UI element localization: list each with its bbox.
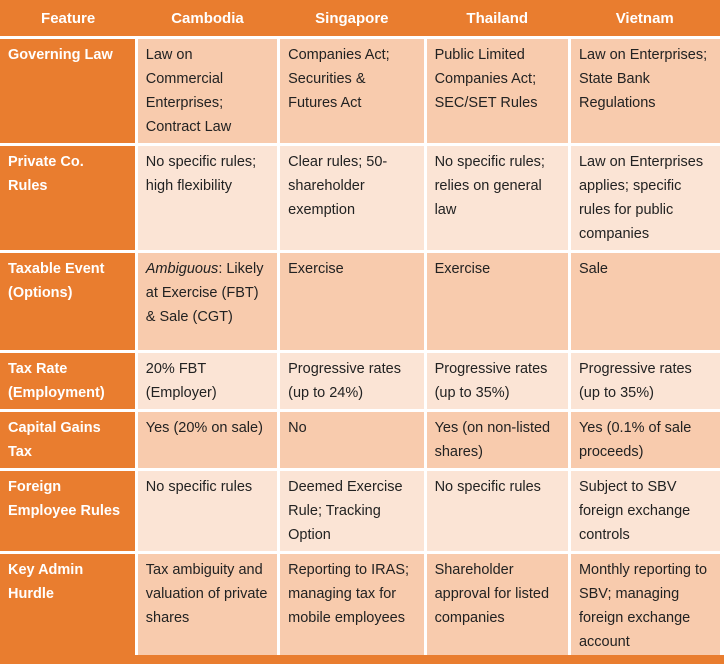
cell-text: : Likely at Exercise (FBT) & Sale (CGT) (145, 261, 264, 325)
table-cell: Exercise (423, 250, 570, 352)
column-header-cambodia: Cambodia (136, 0, 279, 39)
table-cell: Progressive rates (up to 35%) (567, 350, 720, 411)
table-cell: Law on Enterprises applies; specific rul… (567, 143, 720, 252)
column-header-thailand: Thailand (425, 0, 570, 39)
table-cell: Progressive rates (up to 24%) (277, 350, 426, 411)
table-cell: Sale (567, 250, 720, 352)
row-header-governing-law: Governing Law (0, 36, 137, 145)
italic-text: Ambiguous (145, 261, 219, 277)
table-cell: Tax ambiguity and valuation of private s… (134, 551, 279, 661)
table-row-key-admin-hurdle: Key Admin Hurdle Tax ambiguity and valua… (0, 551, 720, 661)
table-cell: Exercise (277, 250, 426, 352)
table-bottom-border (0, 655, 724, 664)
table-cell: Public Limited Companies Act; SEC/SET Ru… (423, 36, 570, 145)
table-cell: Yes (0.1% of sale proceeds) (567, 409, 720, 470)
table-cell: Progressive rates (up to 35%) (423, 350, 570, 411)
table-cell: 20% FBT (Employer) (134, 350, 279, 411)
table-cell: Companies Act; Securities & Futures Act (277, 36, 426, 145)
row-header-key-admin-hurdle: Key Admin Hurdle (0, 551, 137, 661)
table-row-private-co-rules: Private Co. Rules No specific rules; hig… (0, 143, 720, 252)
table-cell: Subject to SBV foreign exchange controls (567, 468, 720, 553)
column-header-singapore: Singapore (278, 0, 426, 39)
table-cell: Clear rules; 50-shareholder exemption (277, 143, 426, 252)
header-row: Feature Cambodia Singapore Thailand Viet… (0, 0, 720, 39)
table-cell: No (277, 409, 426, 470)
table-cell: Shareholder approval for listed companie… (423, 551, 570, 661)
table-cell: Law on Enterprises; State Bank Regulatio… (567, 36, 720, 145)
table-cell: No specific rules; relies on general law (423, 143, 570, 252)
table-cell: No specific rules (134, 468, 279, 553)
table-cell: No specific rules; high flexibility (134, 143, 279, 252)
table-cell: Deemed Exercise Rule; Tracking Option (277, 468, 426, 553)
table-cell: Yes (20% on sale) (134, 409, 279, 470)
row-header-foreign-employee-rules: Foreign Employee Rules (0, 468, 137, 553)
column-header-feature: Feature (0, 0, 137, 39)
table-row-governing-law: Governing Law Law on Commercial Enterpri… (0, 36, 720, 145)
table-row-tax-rate: Tax Rate (Employment) 20% FBT (Employer)… (0, 350, 720, 411)
table-cell: Monthly reporting to SBV; managing forei… (567, 551, 720, 661)
column-header-vietnam: Vietnam (569, 0, 720, 39)
table-cell: Reporting to IRAS; managing tax for mobi… (277, 551, 426, 661)
table-row-capital-gains-tax: Capital Gains Tax Yes (20% on sale) No Y… (0, 409, 720, 470)
row-header-private-co-rules: Private Co. Rules (0, 143, 137, 252)
table-row-foreign-employee-rules: Foreign Employee Rules No specific rules… (0, 468, 720, 553)
row-header-capital-gains-tax: Capital Gains Tax (0, 409, 137, 470)
row-header-taxable-event: Taxable Event (Options) (0, 250, 137, 352)
row-header-tax-rate: Tax Rate (Employment) (0, 350, 137, 411)
table-cell: Law on Commercial Enterprises; Contract … (134, 36, 279, 145)
table-cell: Ambiguous: Likely at Exercise (FBT) & Sa… (134, 250, 279, 352)
table-row-taxable-event: Taxable Event (Options) Ambiguous: Likel… (0, 250, 720, 352)
table-cell: Yes (on non-listed shares) (423, 409, 570, 470)
table-cell: No specific rules (423, 468, 570, 553)
